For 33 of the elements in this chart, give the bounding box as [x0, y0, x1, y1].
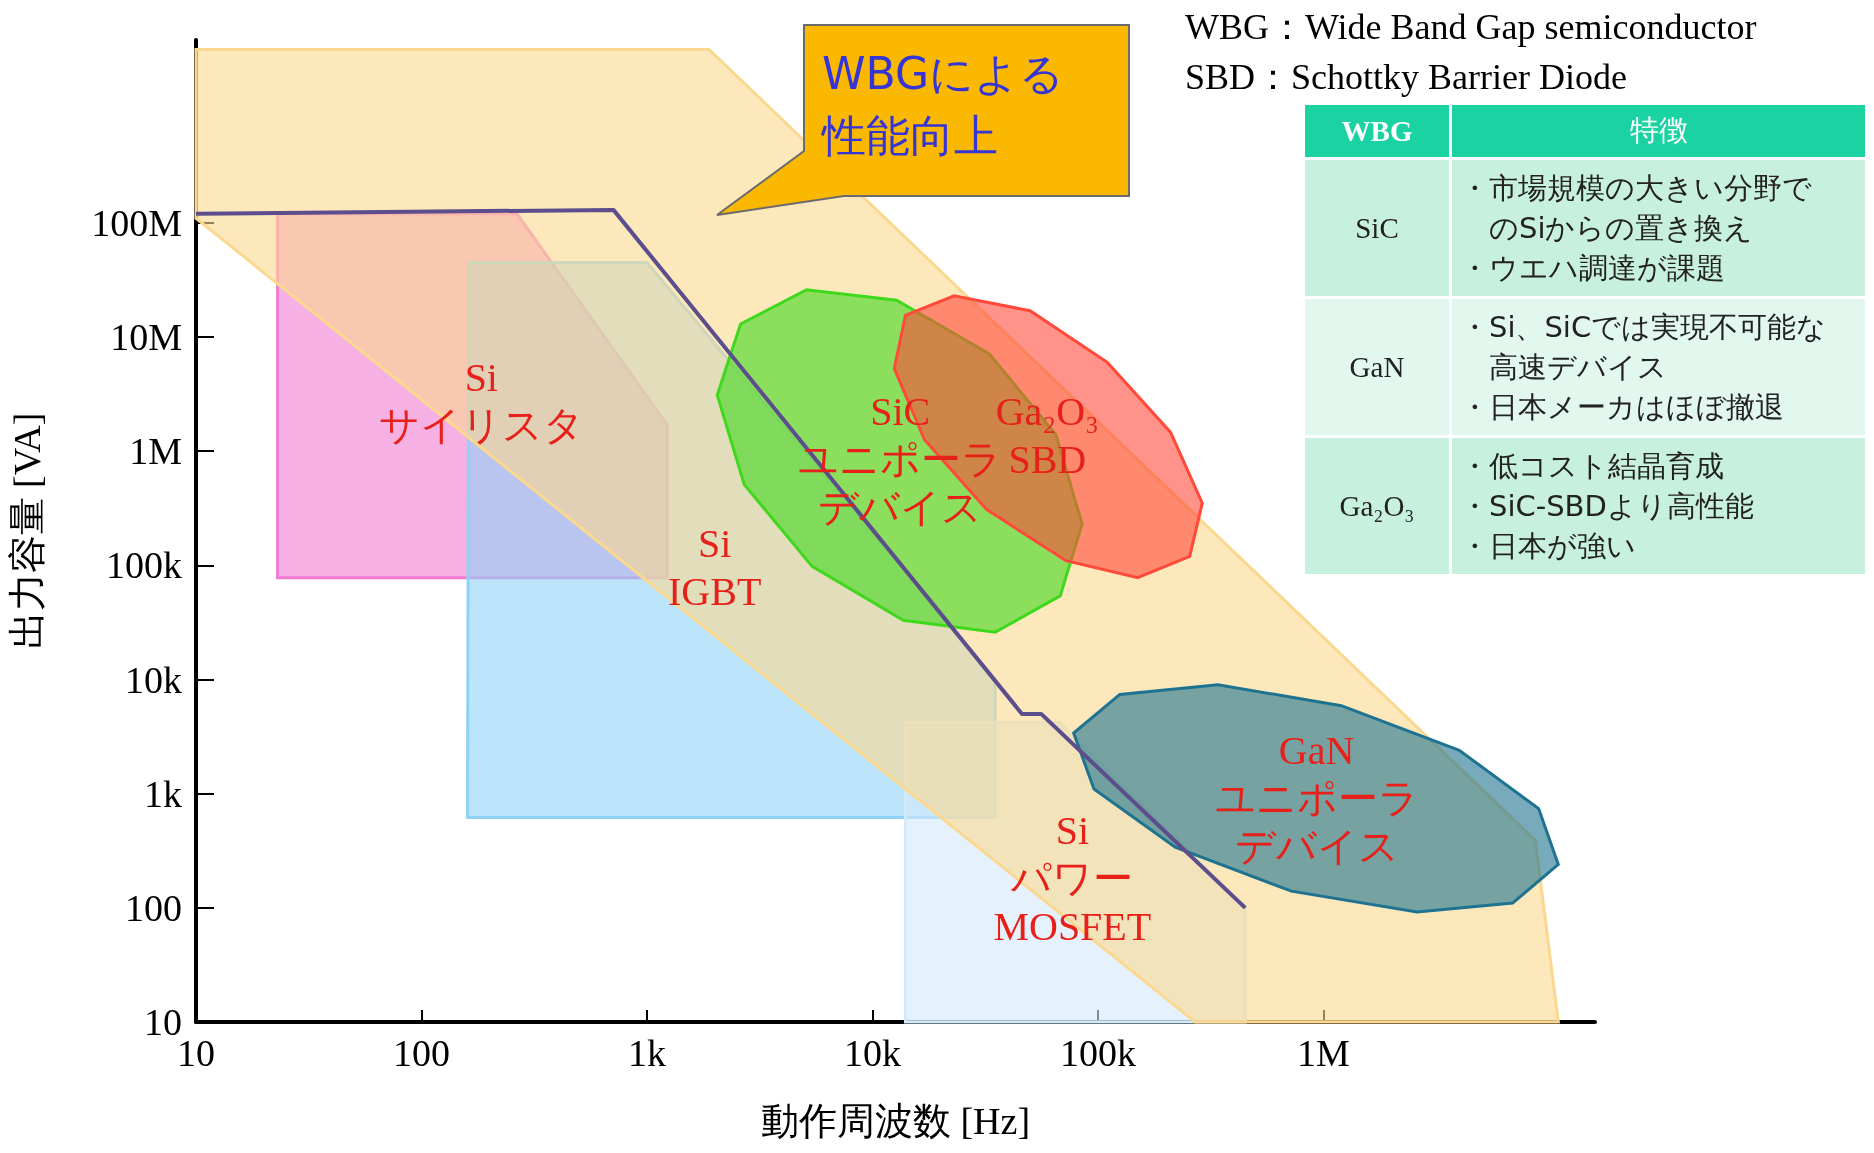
category-label: 特徴 — [1452, 105, 1865, 157]
y-tick-label: 10k — [125, 658, 182, 701]
y-tick-label: 100 — [125, 886, 182, 929]
y-tick-label: 100M — [91, 201, 182, 244]
y-tick-label: 100k — [106, 544, 182, 587]
annotation: SBD：Schottky Barrier Diode — [1185, 56, 1628, 99]
y-tick-label: 1k — [144, 772, 182, 815]
series-label: Si サイリスタ — [377, 353, 585, 450]
category-label: Ga₂O₃ — [1339, 489, 1415, 522]
x-tick-label: 1k — [627, 1032, 666, 1074]
text: ・市場規模の大きい分野でのSiからの置き換え — [1460, 171, 1812, 245]
text: ・Si、SiCでは実現不可能な高速デバイス — [1460, 310, 1827, 384]
text: ・ウエハ調達が課題 — [1460, 251, 1725, 285]
x-tick-label: 10k — [843, 1032, 901, 1074]
series-label: Si パワー MOSFET — [992, 807, 1153, 952]
text: ・低コスト結晶育成 — [1460, 449, 1724, 483]
category-label: SiC — [1355, 211, 1399, 244]
series-label: Si IGBT — [668, 520, 762, 614]
x-tick-label: 1M — [1297, 1032, 1350, 1074]
x-tick-label: 100 — [393, 1032, 450, 1074]
series-label: GaN ユニポーラデバイス — [1213, 726, 1420, 871]
y-tick-label: 10M — [110, 316, 182, 359]
y-tick-label: 1M — [129, 430, 182, 473]
x-tick-label: 100k — [1059, 1032, 1136, 1074]
y-axis-title: 出力容量 [VA] — [6, 412, 48, 650]
category-label: GaN — [1349, 350, 1405, 383]
text: ・SiC-SBDより高性能 — [1460, 489, 1754, 523]
text: ・日本メーカはほぼ撤退 — [1460, 390, 1784, 424]
x-axis-title: 動作周波数 [Hz] — [760, 1100, 1031, 1142]
category-label: WBG — [1305, 105, 1449, 157]
annotation: WBG：Wide Band Gap semiconductor — [1185, 6, 1757, 49]
annotation: WBGによる性能向上 — [822, 47, 1065, 163]
text: ・日本が強い — [1460, 529, 1636, 563]
